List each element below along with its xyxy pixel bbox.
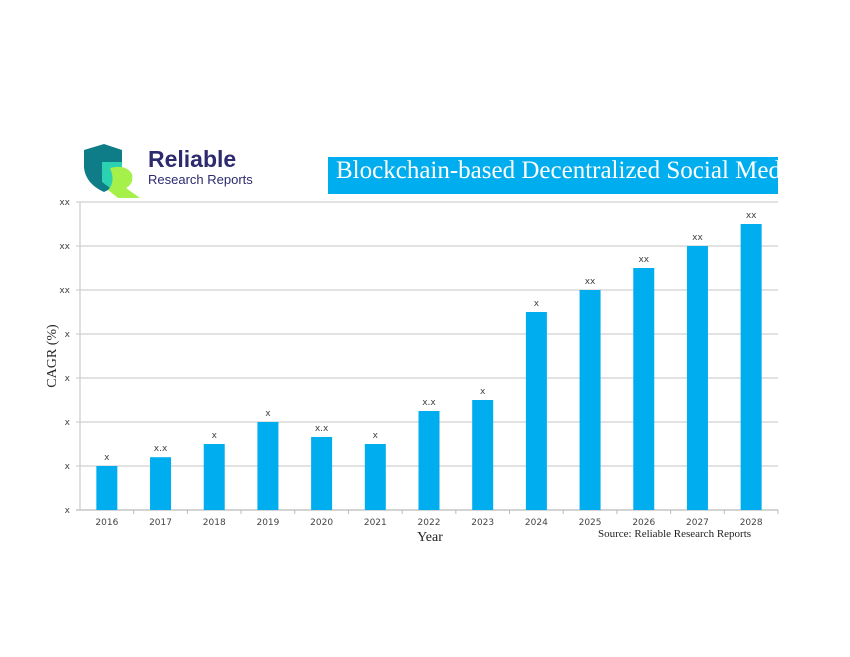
y-tick-label: x — [65, 330, 71, 340]
bar-2020 — [311, 436, 333, 510]
bar-2016 — [96, 466, 118, 510]
bar-2024 — [525, 312, 547, 510]
bar-2018 — [203, 444, 225, 510]
data-label: xx — [638, 255, 649, 265]
x-tick-label: 2024 — [525, 518, 548, 528]
data-label: x — [480, 387, 486, 397]
bar-2021 — [364, 444, 386, 510]
data-label: x — [534, 299, 540, 309]
x-tick-label: 2020 — [310, 518, 333, 528]
data-label: x.x — [315, 424, 329, 434]
bar-2023 — [472, 400, 494, 510]
y-tick-label: x — [65, 462, 71, 472]
x-tick-label: 2018 — [203, 518, 226, 528]
x-tick-label: 2019 — [256, 518, 279, 528]
logo-subtitle: Research Reports — [148, 172, 253, 187]
chart-title: Blockchain-based Decentralized Social Me… — [336, 157, 778, 184]
x-tick-label: 2025 — [579, 518, 602, 528]
y-tick-label: xx — [59, 242, 70, 252]
bar-2027 — [686, 246, 708, 510]
bar-2026 — [633, 268, 655, 510]
data-label: xx — [585, 277, 596, 287]
data-label: xx — [746, 211, 757, 221]
bar-2028 — [740, 224, 762, 510]
bar-2025 — [579, 290, 601, 510]
x-tick-label: 2016 — [95, 518, 118, 528]
data-label: x — [373, 431, 379, 441]
logo-icon — [84, 144, 140, 198]
y-tick-label: x — [65, 374, 71, 384]
y-tick-label: xx — [59, 286, 70, 296]
x-tick-label: 2023 — [471, 518, 494, 528]
x-tick-label: 2027 — [686, 518, 709, 528]
data-label: x.x — [154, 444, 168, 454]
data-label: x — [212, 431, 218, 441]
data-label: xx — [692, 233, 703, 243]
bar-2022 — [418, 411, 440, 510]
x-tick-label: 2026 — [632, 518, 655, 528]
data-label: x — [265, 409, 271, 419]
x-tick-label: 2022 — [418, 518, 441, 528]
logo-name: Reliable — [148, 146, 237, 172]
y-axis-label: CAGR (%) — [45, 324, 60, 388]
bar-2019 — [257, 422, 279, 510]
y-tick-label: x — [65, 418, 71, 428]
data-label: x — [104, 453, 110, 463]
x-axis-label: Year — [417, 530, 443, 545]
data-label: x.x — [422, 398, 436, 408]
y-tick-label: xx — [59, 198, 70, 208]
x-tick-label: 2028 — [740, 518, 763, 528]
bar-2017 — [150, 457, 172, 510]
chart-title-banner: Blockchain-based Decentralized Social Me… — [328, 157, 778, 194]
x-tick-label: 2021 — [364, 518, 387, 528]
x-tick-label: 2017 — [149, 518, 172, 528]
y-tick-label: x — [65, 506, 71, 516]
source-note: Source: Reliable Research Reports — [598, 528, 751, 540]
